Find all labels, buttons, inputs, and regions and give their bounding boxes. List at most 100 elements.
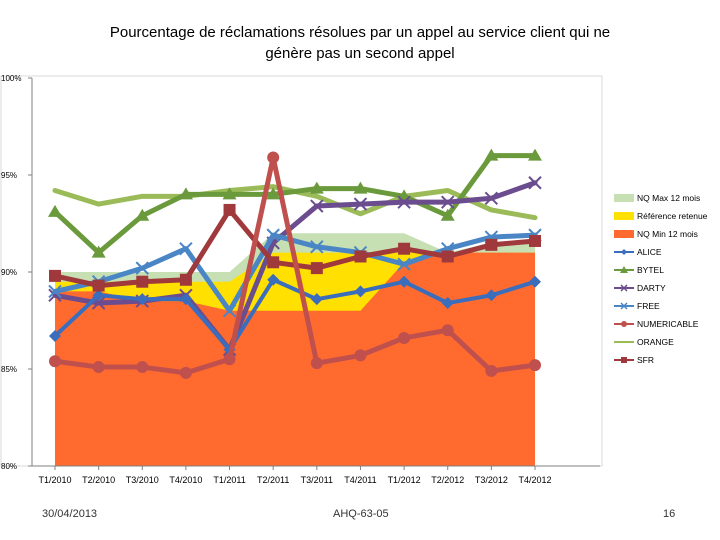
point-sfr [485, 238, 498, 251]
legend-swatch-darty-marker [620, 284, 628, 292]
x-tick-label: T4/2011 [344, 475, 376, 485]
point-numericable [49, 355, 61, 368]
x-tick-label: T3/2012 [475, 475, 508, 485]
series-line-bytel [52, 153, 538, 256]
point-darty [397, 195, 411, 209]
point-sfr [529, 234, 541, 247]
y-tick-label: 100% [1, 74, 21, 83]
point-free [179, 242, 193, 256]
point-alice [179, 293, 192, 306]
x-tick-label: T1/2011 [213, 475, 245, 485]
point-free [266, 228, 280, 242]
point-sfr [267, 256, 280, 269]
legend-swatch-nq-max-12-mois [614, 194, 634, 202]
legend-swatch-free-marker [620, 302, 628, 310]
point-free [135, 261, 149, 275]
x-tick-label: T2/2011 [257, 475, 289, 485]
series-line-numericable [52, 155, 538, 376]
x-tick-label: T2/2010 [82, 475, 115, 485]
legend-label-orange: ORANGE [637, 337, 674, 347]
legend-swatch-reference-retenue [614, 212, 634, 220]
y-tick-label: 90% [1, 268, 17, 277]
point-sfr [49, 269, 61, 282]
point-free [222, 304, 237, 318]
point-bytel [440, 208, 455, 221]
legend-swatch-numericable-marker [621, 321, 627, 327]
point-darty [528, 176, 542, 190]
point-darty [310, 199, 324, 213]
point-bytel [222, 187, 237, 200]
series-line-alice [53, 277, 537, 352]
point-darty [353, 197, 368, 211]
point-alice [354, 285, 367, 298]
series-line-free [52, 232, 538, 314]
point-bytel [266, 187, 281, 200]
point-alice [267, 273, 280, 286]
point-alice [136, 293, 149, 306]
area-nq-min-12-mois [55, 252, 535, 466]
point-sfr [441, 250, 454, 263]
point-numericable [179, 366, 192, 379]
point-sfr [310, 262, 323, 275]
point-numericable [136, 361, 149, 374]
point-alice [398, 275, 411, 288]
point-sfr [398, 242, 411, 255]
chart-title-line-2: génère pas un second appel [265, 45, 455, 62]
point-bytel [91, 245, 106, 258]
legend-label-alice: ALICE [637, 247, 662, 257]
y-tick-label: 85% [1, 365, 17, 374]
point-numericable [398, 331, 411, 344]
legend-label-numericable: NUMERICABLE [637, 319, 699, 329]
point-free [310, 240, 324, 254]
point-bytel [484, 148, 499, 161]
point-sfr [92, 279, 105, 292]
legend-label-sfr: SFR [637, 355, 654, 365]
point-alice [441, 297, 454, 310]
point-sfr [179, 273, 192, 286]
point-sfr [354, 250, 367, 263]
point-bytel [135, 208, 150, 221]
point-free [48, 284, 62, 299]
point-alice [310, 293, 323, 306]
x-tick-label: T1/2010 [38, 475, 71, 485]
footer-code: AHQ-63-05 [333, 508, 389, 520]
point-numericable [529, 359, 541, 372]
chart-title-line-1: Pourcentage de réclamations résolues par… [109, 24, 611, 41]
legend-label-free: FREE [637, 301, 660, 311]
legend-label-bytel: BYTEL [637, 265, 664, 275]
y-tick-label: 95% [1, 171, 17, 180]
legend-label-nq-max-12-mois: NQ Max 12 mois [637, 193, 700, 203]
series-line-darty [52, 180, 538, 353]
point-alice [92, 289, 105, 302]
page-number: 16 [663, 508, 676, 520]
point-darty [484, 191, 499, 205]
point-darty [441, 195, 455, 209]
point-numericable [354, 349, 367, 362]
point-bytel [48, 204, 62, 217]
point-numericable [92, 361, 105, 374]
point-sfr [223, 203, 236, 216]
x-tick-label: T4/2010 [169, 475, 202, 485]
point-bytel [178, 187, 193, 200]
point-alice [485, 289, 498, 302]
legend-label-nq-min-12-mois: NQ Min 12 mois [637, 229, 698, 239]
point-bytel [309, 181, 324, 194]
legend-label-reference-retenue: Référence retenue [637, 211, 708, 221]
x-tick-label: T3/2010 [126, 475, 159, 485]
legend-swatch-bytel-marker [620, 266, 628, 273]
legend-swatch-alice-marker [621, 249, 627, 255]
point-bytel [353, 181, 368, 194]
y-tick-label: 80% [1, 462, 17, 471]
x-tick-label: T1/2012 [388, 475, 421, 485]
point-numericable [223, 353, 236, 366]
x-tick-label: T4/2012 [518, 475, 551, 485]
legend-swatch-sfr-marker [621, 357, 627, 363]
point-numericable [441, 324, 454, 337]
legend-label-darty: DARTY [637, 283, 666, 293]
x-tick-label: T2/2012 [431, 475, 464, 485]
point-free [397, 257, 411, 271]
point-bytel [528, 148, 542, 161]
point-alice [529, 275, 541, 288]
footer-date: 30/04/2013 [42, 508, 98, 520]
